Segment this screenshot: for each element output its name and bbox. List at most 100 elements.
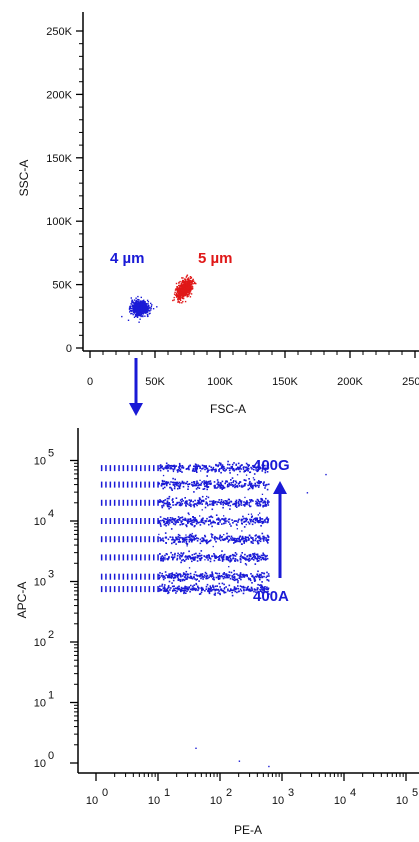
scatter-point (134, 315, 137, 317)
band-point (241, 518, 244, 521)
band-point (177, 516, 180, 518)
band-point (259, 519, 261, 522)
band-point (208, 469, 210, 471)
band-point (160, 485, 163, 487)
band-point (197, 555, 199, 558)
band-point (225, 555, 228, 558)
band-point (188, 499, 191, 501)
scatter-point (239, 503, 241, 505)
band-point (259, 538, 262, 541)
band-point (164, 587, 166, 590)
band-point (249, 484, 251, 486)
band-point (261, 575, 263, 578)
scatter-point (179, 292, 181, 294)
scatter-point (141, 304, 143, 306)
band-dash (148, 586, 151, 593)
band-point (166, 467, 169, 470)
band-point (164, 571, 167, 573)
band-point (186, 503, 189, 505)
band-point (198, 555, 200, 557)
band-point (251, 523, 254, 526)
ssc-tick-label: 50K (52, 280, 72, 292)
band-point (163, 502, 166, 504)
band-point (209, 585, 212, 587)
band-point (229, 574, 231, 577)
band-point (260, 500, 262, 503)
scatter-point (136, 309, 138, 311)
band-point (228, 555, 231, 557)
scatter-point (250, 513, 253, 515)
band-point (205, 503, 207, 505)
band-point (242, 515, 244, 518)
band-point (228, 463, 231, 466)
band-point (242, 585, 245, 588)
scatter-point (136, 315, 138, 317)
scatter-point (193, 587, 195, 589)
band-point (266, 586, 268, 589)
band-point (209, 520, 211, 522)
scatter-point (146, 311, 148, 314)
band-point (162, 482, 165, 485)
band-point (179, 519, 181, 521)
scatter-point (181, 294, 183, 296)
band-point (245, 519, 248, 522)
band-point (198, 593, 201, 595)
band-dash (135, 586, 138, 593)
band-point (165, 462, 168, 465)
band-point (179, 468, 182, 471)
band-point (172, 589, 174, 592)
band-point (230, 559, 233, 561)
band-point (216, 537, 218, 539)
band-point (184, 502, 186, 504)
scatter-point (214, 469, 216, 471)
band-point (222, 469, 225, 472)
scatter-point (179, 298, 181, 301)
scatter-point (194, 281, 196, 284)
band-point (190, 503, 192, 506)
scatter-point (175, 282, 178, 285)
band-point (178, 537, 181, 539)
band-point (162, 587, 165, 589)
band-point (177, 482, 180, 485)
band-point (201, 540, 204, 543)
scatter-point (143, 309, 145, 311)
band-point (181, 537, 184, 540)
band-point (198, 552, 201, 555)
band-point (187, 488, 189, 490)
band-point (222, 485, 225, 488)
band-dash (118, 536, 120, 543)
band-point (193, 491, 195, 493)
band-point (194, 463, 197, 465)
band-point (260, 525, 262, 527)
band-point (212, 575, 214, 577)
band-point (181, 466, 183, 469)
band-point (196, 484, 198, 487)
band-point (258, 560, 260, 562)
band-point (221, 480, 224, 483)
band-point (216, 537, 219, 540)
band-point (240, 501, 243, 504)
apc-tick-base: 10 (34, 698, 46, 710)
band-point (171, 465, 173, 467)
band-point (211, 508, 214, 511)
band-point (171, 499, 174, 501)
scatter-point (178, 291, 180, 293)
band-point (230, 571, 233, 574)
band-point (165, 574, 167, 576)
band-point (167, 481, 170, 484)
band-point (214, 556, 216, 559)
band-point (265, 558, 267, 560)
scatter-point (176, 286, 178, 288)
band-point (199, 555, 202, 557)
band-point (267, 579, 270, 582)
band-point (193, 482, 196, 485)
band-point (220, 500, 222, 503)
band-point (193, 553, 196, 555)
band-point (172, 558, 174, 561)
band-point (166, 497, 169, 500)
band-point (235, 467, 238, 470)
band-point (261, 518, 264, 520)
band-point (195, 588, 198, 590)
band-point (188, 468, 190, 471)
